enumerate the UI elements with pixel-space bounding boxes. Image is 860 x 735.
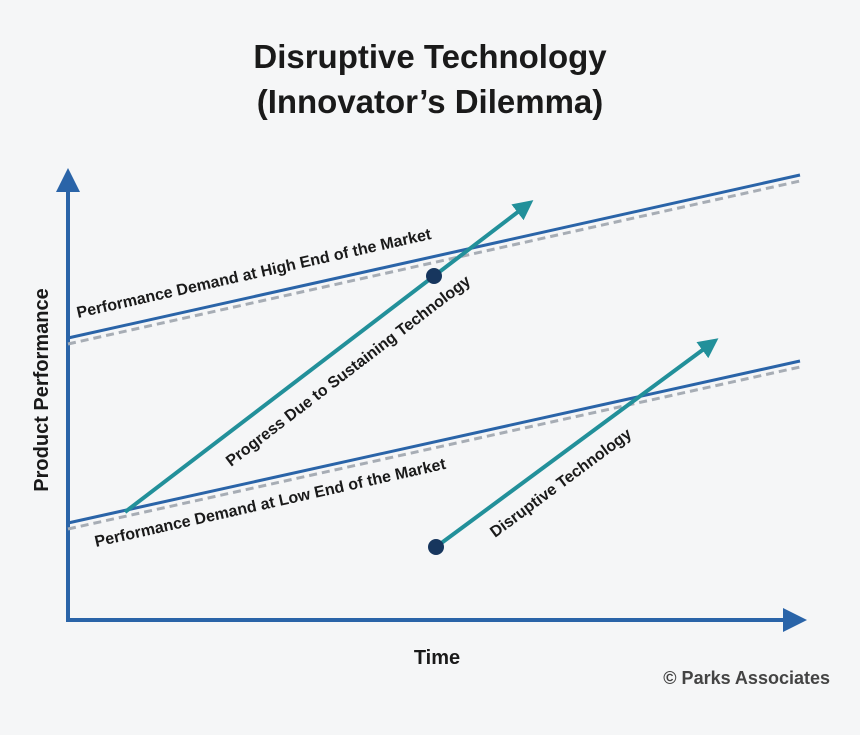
x-axis-label: Time bbox=[414, 647, 460, 669]
y-axis-label: Product Performance bbox=[31, 288, 53, 491]
disruptive-start-dot bbox=[428, 539, 444, 555]
disruptive-progress-arrow bbox=[434, 338, 719, 549]
diagram-title: Disruptive Technology (Innovator’s Dilem… bbox=[0, 34, 860, 124]
sustaining-progress-arrow bbox=[123, 200, 534, 514]
low-end-demand-shadow bbox=[67, 365, 801, 531]
title-line-1: Disruptive Technology bbox=[253, 38, 607, 75]
disruptive-label: Disruptive Technology bbox=[487, 426, 635, 542]
high-end-demand-shadow bbox=[67, 179, 801, 346]
low-end-demand-line bbox=[67, 359, 801, 525]
copyright-credit: © Parks Associates bbox=[663, 668, 830, 688]
high-end-demand-line bbox=[67, 173, 801, 340]
low-end-demand-label: Performance Demand at Low End of the Mar… bbox=[93, 456, 448, 551]
title-line-2: (Innovator’s Dilemma) bbox=[256, 83, 604, 120]
sustaining-intersection-dot bbox=[426, 268, 442, 284]
